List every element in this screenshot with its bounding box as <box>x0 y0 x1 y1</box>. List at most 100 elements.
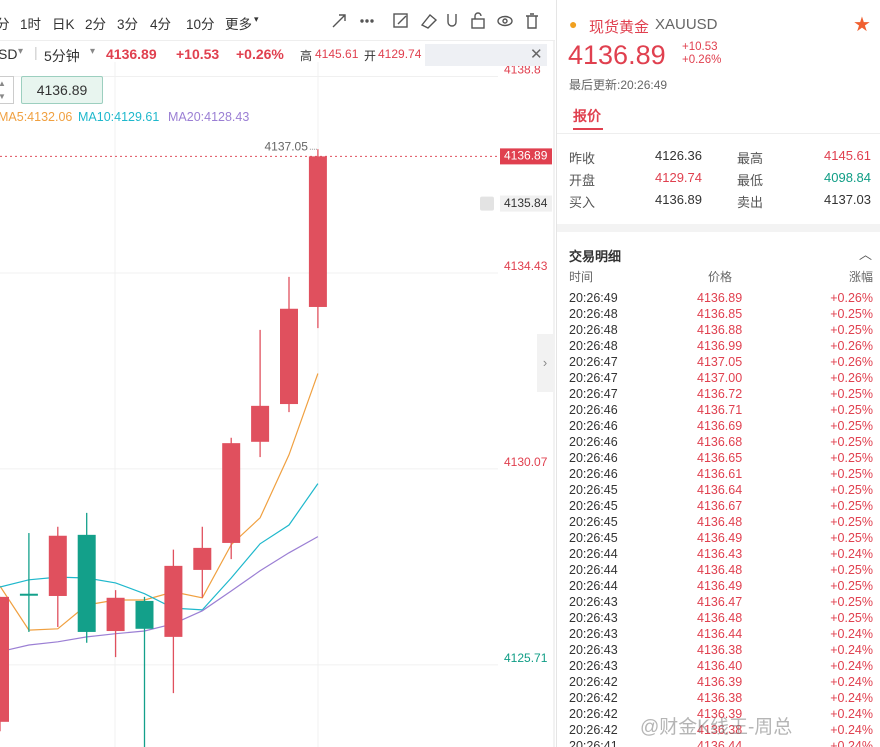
period-tab[interactable]: 10分 <box>186 17 215 32</box>
trade-row: 20:26:48 4136.85 +0.25% <box>569 307 873 323</box>
period-tab[interactable]: 日K <box>52 17 75 32</box>
close-icon[interactable]: ✕ <box>530 46 543 63</box>
alert-bell <box>480 196 494 211</box>
candle-body <box>135 600 154 629</box>
candle-body <box>0 596 9 722</box>
cursor-price[interactable]: 4136.89 <box>21 76 103 104</box>
quote-label: 最低 <box>737 173 764 188</box>
trade-change: +0.25% <box>830 307 873 321</box>
trade-change: +0.25% <box>830 387 873 401</box>
period-tab[interactable]: 4分 <box>150 17 172 32</box>
trade-price: 4136.49 <box>697 579 743 593</box>
quote-change-pct: +0.26% <box>682 54 722 66</box>
quote-name: 现货黄金 <box>589 19 650 36</box>
trade-price: 4136.48 <box>697 515 743 529</box>
chart-panel: 4138.8 4134.43 4130.07 4125.71 4136.89 4135.8… <box>0 12 555 747</box>
collapse-icon[interactable]: ︿ <box>859 247 873 262</box>
trade-price: 4136.89 <box>697 291 743 305</box>
trades-column: 涨幅 <box>848 270 873 284</box>
change: +10.53 <box>176 46 220 62</box>
trade-row: 20:26:42 4136.39 +0.24% <box>569 675 873 691</box>
alert-price-label: 4135.84 <box>504 196 548 210</box>
trade-row: 20:26:42 4136.38 +0.24% <box>569 691 873 707</box>
trade-change: +0.26% <box>830 355 873 369</box>
trade-row: 20:26:49 4136.89 +0.26% <box>569 291 873 307</box>
trade-time: 20:26:45 <box>569 531 618 545</box>
trade-change: +0.24% <box>830 659 873 673</box>
ma-line <box>0 373 319 631</box>
interval[interactable]: 5分钟 <box>44 48 80 64</box>
trade-row: 20:26:46 4136.69 +0.25% <box>569 419 873 435</box>
trade-change: +0.24% <box>830 739 873 747</box>
trade-price: 4136.48 <box>697 611 743 625</box>
trade-row: 20:26:41 4136.44 +0.24% <box>569 739 873 747</box>
quote-value: 4129.74 <box>655 170 702 185</box>
trade-price: 4136.67 <box>697 499 743 513</box>
trade-row: 20:26:46 4136.61 +0.25% <box>569 467 873 483</box>
trade-change: +0.25% <box>830 531 873 545</box>
period-tab[interactable]: 更多 <box>225 17 252 32</box>
trade-price: 4136.71 <box>697 403 743 417</box>
period-tab[interactable]: 2分 <box>85 17 107 32</box>
candle-body <box>19 593 38 596</box>
trade-time: 20:26:43 <box>569 627 618 641</box>
trade-row: 20:26:43 4136.44 +0.24% <box>569 627 873 643</box>
trade-row: 20:26:44 4136.48 +0.25% <box>569 563 873 579</box>
icon-row <box>332 12 538 29</box>
trade-price: 4137.00 <box>697 371 743 385</box>
candle-body <box>193 547 212 570</box>
favorite-star[interactable]: ★ <box>853 14 871 36</box>
trade-time: 20:26:47 <box>569 371 618 385</box>
trade-price: 4136.44 <box>697 739 743 747</box>
trade-price: 4136.85 <box>697 307 743 321</box>
y-tick-label: 4130.07 <box>504 455 548 469</box>
quote-value: 4126.36 <box>655 148 702 163</box>
trade-row: 20:26:48 4136.99 +0.26% <box>569 339 873 355</box>
trade-price: 4136.38 <box>697 691 743 705</box>
stepper[interactable]: ▲ ▼ <box>0 76 14 104</box>
period-tab[interactable]: 1时 <box>20 17 42 32</box>
tab-underline <box>573 128 603 130</box>
trade-price: 4136.40 <box>697 659 743 673</box>
dropdown-arrow[interactable]: ▾ <box>18 46 24 57</box>
trade-change: +0.25% <box>830 451 873 465</box>
trade-time: 20:26:46 <box>569 451 618 465</box>
candle-body <box>251 405 270 442</box>
trades-column: 价格 <box>708 270 733 284</box>
quote-value: 4098.84 <box>824 170 871 185</box>
trade-change: +0.26% <box>830 291 873 305</box>
expand-handle[interactable]: › <box>537 334 553 392</box>
trade-time: 20:26:42 <box>569 723 618 737</box>
divider <box>557 224 880 232</box>
trade-row: 20:26:44 4136.49 +0.25% <box>569 579 873 595</box>
dropdown-arrow: ▾ <box>254 14 259 24</box>
trade-row: 20:26:45 4136.64 +0.25% <box>569 483 873 499</box>
trade-change: +0.26% <box>830 339 873 353</box>
quote-change: +10.53 <box>682 41 718 53</box>
period-tab[interactable]: 分 <box>0 17 10 32</box>
symbol-bar: SD ▾ | 5分钟 ▾ 4136.89 +10.53 +0.26% 高 414… <box>0 44 555 66</box>
trade-time: 20:26:47 <box>569 387 618 401</box>
trade-price: 4136.39 <box>697 707 743 721</box>
dropdown-arrow[interactable]: ▾ <box>90 46 96 57</box>
trade-change: +0.25% <box>830 499 873 513</box>
trade-time: 20:26:41 <box>569 739 618 747</box>
trade-price: 4136.49 <box>697 531 743 545</box>
high: 4145.61 <box>315 47 359 61</box>
trade-price: 4136.38 <box>697 643 743 657</box>
trade-price: 4136.64 <box>697 483 743 497</box>
trade-price: 4136.88 <box>697 323 743 337</box>
trade-price: 4136.44 <box>697 627 743 641</box>
period-tab[interactable]: 3分 <box>117 17 139 32</box>
trade-change: +0.25% <box>830 323 873 337</box>
tool-strip[interactable] <box>425 44 547 66</box>
chart: 4138.8 4134.43 4130.07 4125.71 4136.89 4135.8… <box>0 40 555 747</box>
trade-change: +0.25% <box>830 579 873 593</box>
ma-label: MA5:4132.06 <box>0 110 73 124</box>
tab-quote[interactable]: 报价 <box>573 108 601 124</box>
trade-row: 20:26:43 4136.40 +0.24% <box>569 659 873 675</box>
trade-time: 20:26:43 <box>569 659 618 673</box>
trade-change: +0.24% <box>830 547 873 561</box>
quote-panel: ● 现货黄金 XAUUSD ★ 4136.89 +10.53 +0.26% 最后… <box>556 0 880 747</box>
